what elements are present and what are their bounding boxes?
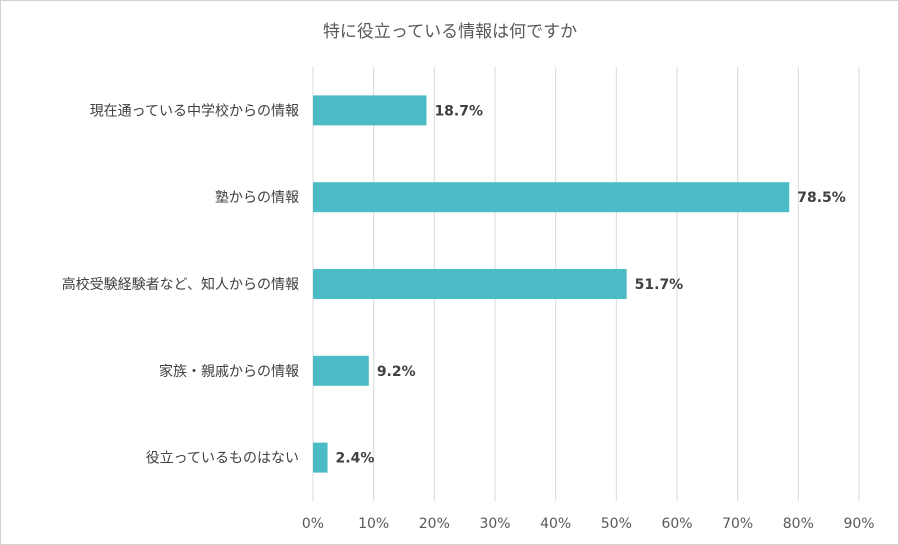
data-label: 51.7% — [635, 277, 684, 293]
bar — [313, 182, 790, 213]
category-label: 家族・親戚からの情報 — [159, 363, 299, 380]
data-label: 18.7% — [434, 103, 483, 119]
chart-title: 特に役立っている情報は何ですか — [323, 22, 577, 42]
category-labels: 現在通っている中学校からの情報塾からの情報高校受験経験者など、知人からの情報家族… — [62, 102, 299, 466]
x-axis-tick-labels: 0% 10% 20% 30% 40% 50% 60% 70% 80% 90% — [302, 516, 875, 532]
x-tick-label: 90% — [843, 516, 874, 532]
x-tick-label: 30% — [479, 516, 510, 532]
x-tick-label: 10% — [358, 516, 389, 532]
x-tick-label: 60% — [661, 516, 692, 532]
category-label: 塾からの情報 — [215, 190, 299, 206]
bars — [313, 95, 790, 473]
bar — [313, 269, 627, 299]
x-tick-label: 70% — [722, 516, 753, 532]
data-label: 2.4% — [336, 451, 375, 467]
data-label: 78.5% — [797, 190, 846, 206]
x-tick-label: 0% — [302, 516, 324, 532]
data-labels: 18.7% 78.5% 51.7% 9.2% 2.4% — [336, 103, 846, 466]
bar — [313, 95, 427, 126]
x-tick-label: 80% — [783, 516, 814, 532]
x-tick-label: 40% — [540, 516, 571, 532]
x-tick-label: 50% — [601, 516, 632, 532]
category-label: 現在通っている中学校からの情報 — [90, 102, 299, 119]
category-label: 高校受験経験者など、知人からの情報 — [62, 276, 299, 293]
category-label: 役立っているものはない — [146, 451, 299, 467]
x-tick-label: 20% — [419, 516, 450, 532]
bar — [313, 442, 328, 473]
data-label: 9.2% — [377, 364, 416, 380]
bar — [313, 355, 369, 386]
